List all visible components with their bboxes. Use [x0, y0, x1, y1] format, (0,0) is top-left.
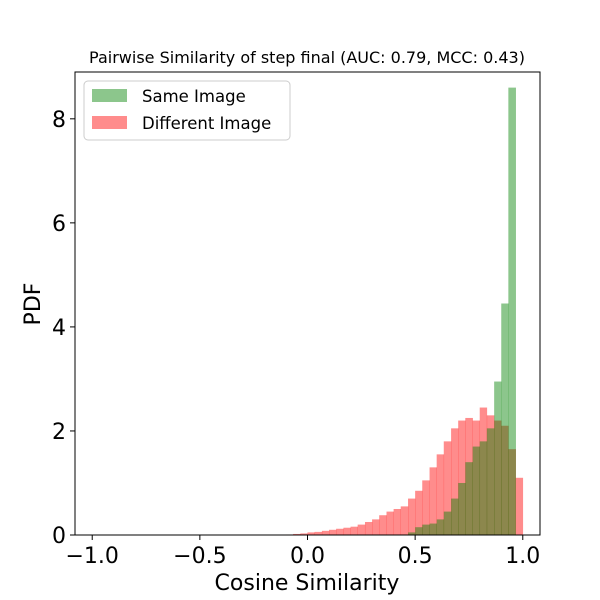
- histogram-bar: [486, 415, 495, 535]
- histogram-bar: [307, 532, 315, 535]
- histogram-bar: [408, 532, 416, 535]
- histogram-bar: [350, 526, 358, 535]
- legend-swatch-different-image: [92, 116, 127, 129]
- histogram-bar: [357, 524, 366, 535]
- y-tick-label: 2: [52, 420, 66, 445]
- histogram-bar: [314, 531, 323, 535]
- histogram-bar: [300, 533, 308, 535]
- histogram-bar: [458, 482, 466, 535]
- chart-title: Pairwise Similarity of step final (AUC: …: [89, 48, 525, 67]
- series-different-image: [285, 407, 524, 535]
- histogram-bar: [451, 428, 459, 535]
- histogram-bar: [415, 527, 423, 535]
- series-same-image: [400, 87, 516, 536]
- histogram-bar: [372, 519, 380, 535]
- histogram-bar: [494, 381, 502, 535]
- legend-label-different-image: Different Image: [142, 114, 271, 133]
- x-tick-label: −0.5: [173, 544, 226, 569]
- histogram-bar: [465, 462, 473, 535]
- legend-label-same-image: Same Image: [142, 87, 246, 106]
- histogram-bar: [422, 524, 430, 535]
- histogram-bar: [329, 529, 337, 535]
- legend-swatch-same-image: [92, 89, 127, 102]
- histogram-bar: [422, 480, 430, 535]
- x-tick-label: 1.0: [505, 544, 540, 569]
- legend: Same Image Different Image: [83, 80, 291, 141]
- histogram-bar: [429, 523, 437, 535]
- x-tick-label: 0.0: [290, 544, 325, 569]
- histogram-bar: [494, 420, 502, 535]
- histogram-bar: [465, 417, 473, 535]
- histogram-bar: [429, 467, 437, 535]
- histogram-bar: [501, 303, 509, 535]
- histogram-bar: [408, 498, 416, 535]
- y-tick-label: 8: [52, 108, 66, 133]
- x-axis-ticks: −1.0 −0.5 0.0 0.5 1.0: [66, 535, 540, 569]
- histogram-bar: [479, 441, 488, 535]
- x-axis-label: Cosine Similarity: [215, 571, 400, 596]
- histogram-bar: [400, 506, 409, 535]
- histogram-bar: [472, 420, 481, 535]
- histogram-bar: [508, 87, 516, 536]
- x-tick-label: 0.5: [398, 544, 433, 569]
- y-tick-label: 0: [52, 524, 66, 549]
- histogram-bar: [386, 511, 394, 535]
- y-axis-ticks: 0 2 4 6 8: [52, 108, 75, 549]
- y-axis-label: PDF: [21, 283, 46, 326]
- histogram-bar: [379, 515, 387, 535]
- histogram-bar: [451, 498, 459, 535]
- histogram-bar: [458, 420, 466, 535]
- histogram-bar: [343, 527, 351, 535]
- histogram-bar: [393, 508, 402, 535]
- histogram-bar: [436, 519, 445, 535]
- bars-layer: [285, 87, 524, 536]
- legend-box: [83, 80, 291, 141]
- y-tick-label: 4: [52, 316, 66, 341]
- y-tick-label: 6: [52, 212, 66, 237]
- histogram-bar: [364, 521, 373, 535]
- histogram-bar: [486, 428, 495, 535]
- histogram-bar: [479, 407, 488, 535]
- histogram-bar: [321, 530, 330, 535]
- histogram-bar: [443, 511, 452, 535]
- x-tick-label: −1.0: [66, 544, 119, 569]
- histogram-bar: [415, 490, 423, 535]
- histogram-bar: [472, 446, 481, 535]
- histogram-bar: [293, 533, 301, 535]
- histogram-bar: [436, 454, 445, 535]
- histogram-bar: [336, 528, 344, 535]
- histogram-bar: [515, 477, 524, 535]
- histogram-bar: [501, 425, 509, 535]
- histogram-bar: [443, 441, 452, 535]
- histogram-bar: [508, 449, 516, 535]
